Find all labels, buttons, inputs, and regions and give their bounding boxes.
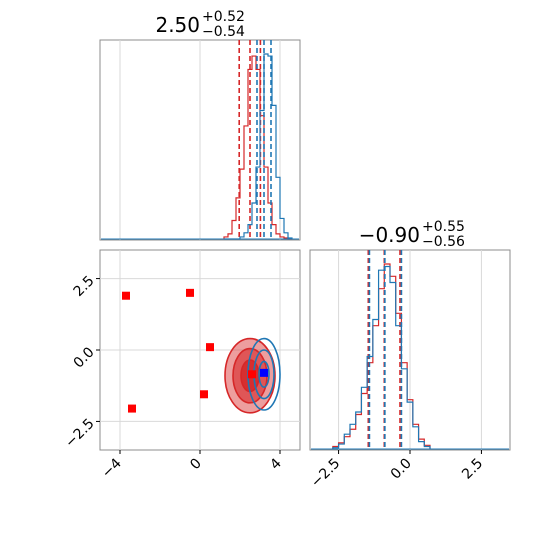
marginal-y-title-upper: +0.55	[422, 219, 465, 235]
contour-1-level-2	[258, 360, 270, 388]
marginal-y-x-tick-label-0: −2.5	[308, 456, 343, 491]
marginal-x-title-lower: −0.54	[202, 24, 245, 40]
joint-x-tick-label-2: 4	[267, 455, 285, 473]
marginal-y-title-lower: −0.56	[422, 234, 465, 250]
marginal-y-series-0	[332, 263, 431, 449]
marginal-x-title-upper: +0.52	[202, 9, 245, 25]
marker-point-3	[200, 390, 208, 399]
joint-y-tick-label-1: 0.0	[71, 344, 98, 371]
marker-point-6	[260, 368, 268, 377]
marginal-y-title: −0.90	[359, 223, 420, 247]
marker-point-4	[128, 404, 136, 413]
marginal-y-x-tick-label-1: 0.0	[388, 456, 415, 483]
marker-point-1	[186, 288, 194, 297]
marginal-x-title: 2.50	[155, 13, 200, 37]
marker-point-5	[248, 370, 256, 379]
marginal-y-x-tick-label-2: 2.5	[459, 456, 486, 483]
joint-x-tick-label-1: 0	[187, 456, 205, 474]
joint-y-tick-label-0: −2.5	[62, 416, 97, 451]
marginal-x-series-1	[224, 53, 293, 240]
joint-x-tick-label-0: −4	[99, 455, 125, 481]
marker-point-0	[122, 291, 130, 300]
marginal-y-title-value: −0.90	[359, 223, 420, 247]
marker-point-2	[206, 343, 214, 352]
marginal-y-series-1	[332, 265, 431, 449]
marginal-x-series-0	[223, 55, 292, 240]
marginal-x-title-value: 2.50	[155, 13, 200, 37]
joint-y-tick-label-2: 2.5	[71, 273, 98, 300]
